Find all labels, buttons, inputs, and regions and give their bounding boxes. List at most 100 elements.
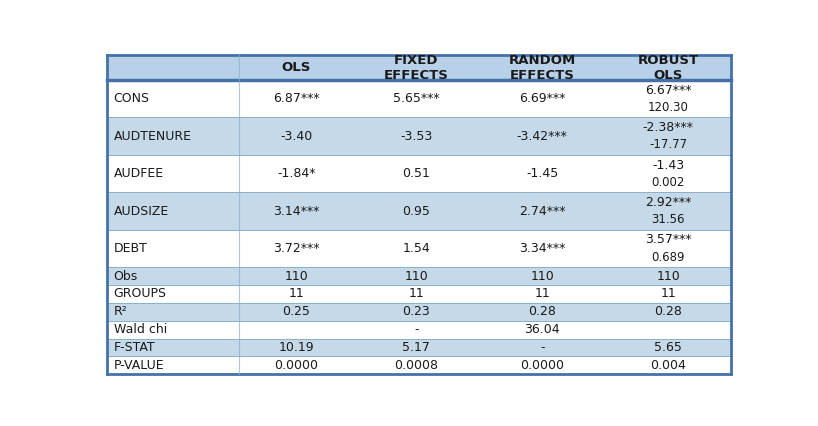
Bar: [239, 155, 353, 193]
Bar: [239, 55, 353, 80]
Bar: [605, 339, 731, 357]
Bar: [605, 357, 731, 374]
Bar: [605, 285, 731, 303]
Text: 11: 11: [534, 288, 551, 300]
Text: 6.87***: 6.87***: [273, 92, 320, 105]
Bar: [353, 285, 479, 303]
Bar: [353, 230, 479, 267]
Text: 0.25: 0.25: [282, 305, 310, 318]
Text: OLS: OLS: [281, 61, 311, 74]
Text: 120.30: 120.30: [648, 101, 689, 114]
Text: 6.67***: 6.67***: [645, 83, 691, 97]
Text: -1.84*: -1.84*: [277, 167, 316, 180]
Bar: [107, 193, 239, 230]
Text: 0.28: 0.28: [528, 305, 556, 318]
Bar: [479, 321, 605, 339]
Text: 2.92***: 2.92***: [645, 196, 691, 209]
Text: 6.69***: 6.69***: [519, 92, 565, 105]
Bar: [239, 339, 353, 357]
Text: -1.45: -1.45: [526, 167, 559, 180]
Text: -17.77: -17.77: [649, 138, 687, 151]
Bar: [605, 303, 731, 321]
Bar: [239, 118, 353, 155]
Text: 0.689: 0.689: [651, 250, 685, 264]
Text: Wald chi: Wald chi: [114, 323, 167, 336]
Text: 0.002: 0.002: [651, 176, 685, 189]
Text: 11: 11: [408, 288, 425, 300]
Bar: [479, 55, 605, 80]
Bar: [239, 303, 353, 321]
Bar: [353, 267, 479, 285]
Text: 11: 11: [288, 288, 304, 300]
Bar: [479, 303, 605, 321]
Bar: [605, 267, 731, 285]
Text: 31.56: 31.56: [651, 213, 685, 226]
Bar: [107, 303, 239, 321]
Bar: [239, 193, 353, 230]
Bar: [107, 339, 239, 357]
Bar: [353, 80, 479, 118]
Text: AUDSIZE: AUDSIZE: [114, 204, 169, 218]
Bar: [107, 118, 239, 155]
Text: 0.0008: 0.0008: [394, 359, 438, 372]
Bar: [239, 321, 353, 339]
Bar: [353, 118, 479, 155]
Text: 3.72***: 3.72***: [273, 242, 320, 255]
Bar: [605, 55, 731, 80]
Text: DEBT: DEBT: [114, 242, 147, 255]
Bar: [353, 357, 479, 374]
Bar: [605, 80, 731, 118]
Text: 110: 110: [530, 270, 554, 283]
Bar: [239, 230, 353, 267]
Text: -3.42***: -3.42***: [517, 130, 568, 143]
Bar: [353, 321, 479, 339]
Bar: [107, 357, 239, 374]
Text: 110: 110: [285, 270, 308, 283]
Bar: [479, 193, 605, 230]
Text: 5.65***: 5.65***: [393, 92, 440, 105]
Text: -: -: [540, 341, 545, 354]
Text: -3.40: -3.40: [280, 130, 312, 143]
Text: -3.53: -3.53: [400, 130, 433, 143]
Text: AUDTENURE: AUDTENURE: [114, 130, 191, 143]
Text: FIXED
EFFECTS: FIXED EFFECTS: [384, 54, 449, 81]
Bar: [479, 285, 605, 303]
Text: 5.65: 5.65: [654, 341, 682, 354]
Bar: [107, 80, 239, 118]
Bar: [107, 230, 239, 267]
Bar: [107, 55, 239, 80]
Text: 3.57***: 3.57***: [645, 233, 691, 246]
Bar: [239, 80, 353, 118]
Bar: [107, 321, 239, 339]
Bar: [107, 267, 239, 285]
Text: -2.38***: -2.38***: [643, 121, 694, 134]
Bar: [353, 303, 479, 321]
Bar: [239, 267, 353, 285]
Bar: [353, 193, 479, 230]
Text: 0.0000: 0.0000: [520, 359, 564, 372]
Bar: [107, 155, 239, 193]
Bar: [353, 339, 479, 357]
Text: 1.54: 1.54: [402, 242, 430, 255]
Text: 0.51: 0.51: [402, 167, 430, 180]
Text: F-STAT: F-STAT: [114, 341, 155, 354]
Text: 0.0000: 0.0000: [274, 359, 318, 372]
Text: P-VALUE: P-VALUE: [114, 359, 164, 372]
Text: RANDOM
EFFECTS: RANDOM EFFECTS: [509, 54, 576, 81]
Bar: [479, 155, 605, 193]
Text: 110: 110: [404, 270, 429, 283]
Text: 110: 110: [656, 270, 680, 283]
Text: R²: R²: [114, 305, 128, 318]
Text: 0.28: 0.28: [654, 305, 682, 318]
Bar: [107, 285, 239, 303]
Text: 0.004: 0.004: [650, 359, 686, 372]
Bar: [479, 357, 605, 374]
Text: CONS: CONS: [114, 92, 150, 105]
Bar: [353, 55, 479, 80]
Bar: [479, 80, 605, 118]
Text: 36.04: 36.04: [524, 323, 560, 336]
Text: GROUPS: GROUPS: [114, 288, 167, 300]
Text: -: -: [414, 323, 419, 336]
Text: 2.74***: 2.74***: [519, 204, 565, 218]
Text: ROBUST
OLS: ROBUST OLS: [637, 54, 699, 81]
